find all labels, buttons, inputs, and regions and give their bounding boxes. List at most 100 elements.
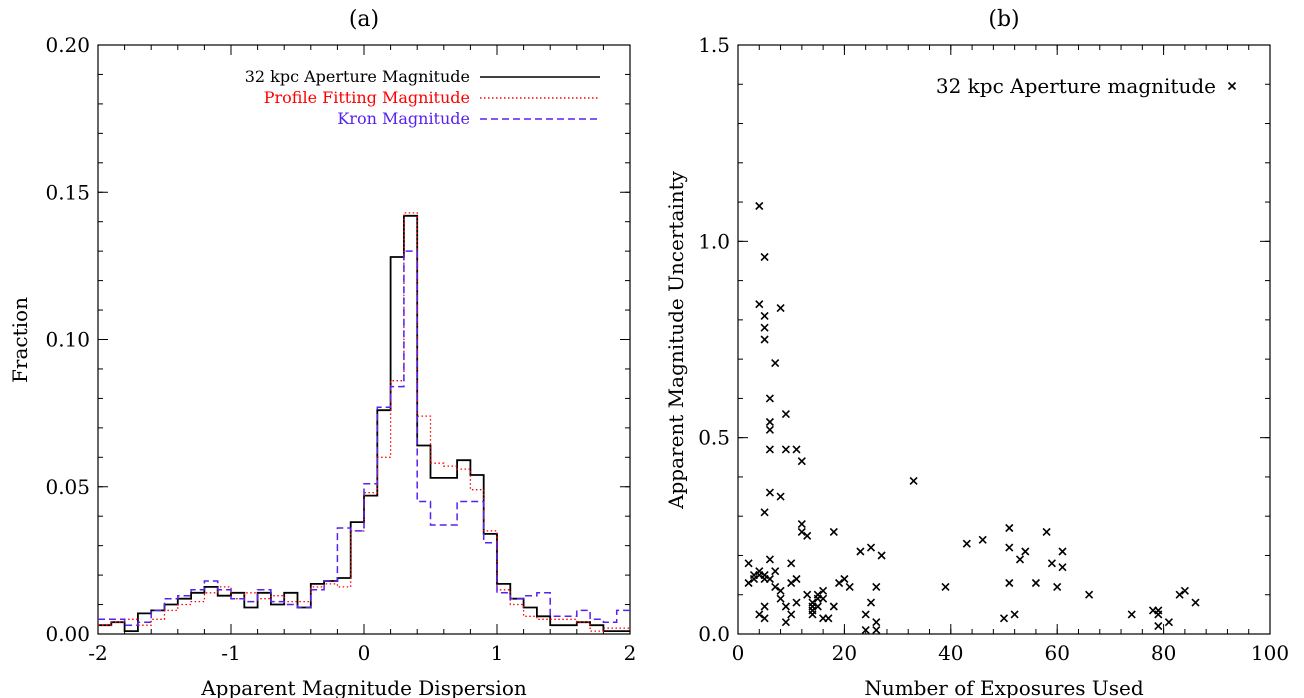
scatter-point-stroke	[1015, 555, 1025, 564]
scatter-point-stroke	[962, 539, 971, 548]
scatter-point-stroke	[771, 359, 780, 368]
scatter-point-stroke	[765, 417, 774, 427]
scatter-point	[760, 602, 769, 611]
scatter-point	[999, 614, 1009, 623]
scatter-point-stroke	[813, 590, 822, 599]
scatter-point-stroke	[835, 578, 844, 588]
scatter-point-stroke	[797, 457, 806, 466]
scatter-point	[760, 508, 769, 517]
scatter-point-stroke	[760, 614, 769, 623]
panel-b-y-tick-label: 1.0	[698, 229, 730, 253]
scatter-point-stroke	[829, 602, 838, 611]
scatter-point-stroke	[760, 252, 769, 262]
panel-a-x-tick-label: -2	[88, 641, 107, 665]
scatter-point	[829, 527, 838, 536]
scatter-point-stroke	[755, 567, 764, 576]
scatter-point	[765, 555, 774, 564]
scatter-point-stroke	[771, 582, 780, 591]
scatter-point-stroke	[755, 300, 764, 309]
scatter-point-stroke	[856, 547, 865, 556]
scatter-point-stroke	[872, 582, 881, 591]
panel-a-y-tick-label: 0.10	[45, 328, 90, 352]
panel-b-x-tick-label: 40	[938, 641, 963, 665]
scatter-point-stroke	[819, 594, 828, 603]
scatter-point	[1154, 622, 1163, 631]
scatter-point-stroke	[792, 598, 801, 607]
scatter-point-stroke	[861, 610, 870, 619]
series-aperture-step	[98, 214, 630, 632]
scatter-point-stroke	[941, 582, 950, 591]
scatter-point	[781, 410, 790, 419]
panel-a-y-tick-label: 0.20	[45, 33, 90, 57]
panel-b-xlabel: Number of Exposures Used	[864, 676, 1144, 698]
panel-b: (b) Number of Exposures Used Apparent Ma…	[664, 7, 1289, 698]
scatter-point-stroke	[877, 551, 886, 560]
panel-a-legend: 32 kpc Aperture Magnitude Profile Fittin…	[245, 67, 600, 128]
scatter-point	[803, 531, 812, 540]
scatter-point	[1058, 547, 1067, 556]
scatter-point	[755, 610, 764, 619]
legend-label-aperture-b: 32 kpc Aperture magnitude	[936, 74, 1216, 98]
scatter-point	[787, 578, 796, 588]
scatter-point-stroke	[765, 394, 774, 403]
scatter-point-stroke	[866, 598, 876, 607]
scatter-point-stroke	[760, 335, 769, 344]
scatter-point	[835, 578, 844, 588]
panel-a-x-tick-label: 1	[491, 641, 504, 665]
scatter-point	[1005, 543, 1014, 552]
panel-b-y-tick-label: 0.0	[698, 622, 730, 646]
panel-a-y-tick-label: 0.15	[45, 180, 90, 204]
scatter-point-stroke	[760, 571, 769, 580]
scatter-point	[771, 582, 780, 591]
scatter-point-stroke	[797, 520, 806, 529]
scatter-point-stroke	[765, 574, 774, 584]
series-profile-step	[98, 212, 630, 632]
panel-a-xlabel: Apparent Magnitude Dispersion	[200, 676, 527, 698]
scatter-point	[792, 598, 801, 607]
scatter-point-stroke	[787, 578, 796, 588]
scatter-point	[760, 311, 769, 320]
scatter-point	[792, 574, 801, 584]
legend-label-kron: Kron Magnitude	[337, 109, 470, 128]
scatter-point	[781, 602, 790, 611]
scatter-point-stroke	[978, 535, 987, 544]
scatter-point	[787, 559, 796, 568]
scatter-point-stroke	[765, 488, 774, 497]
scatter-point-stroke	[1085, 590, 1094, 599]
scatter-point-stroke	[787, 610, 796, 619]
scatter-point	[877, 551, 886, 560]
panel-b-x-tick-label: 80	[1151, 641, 1176, 665]
panel-a-ylabel: Fraction	[8, 297, 32, 383]
scatter-point-stroke	[1127, 610, 1136, 619]
panel-a-axes-frame	[97, 44, 631, 635]
panel-b-axes-frame	[737, 44, 1271, 635]
scatter-point-stroke	[755, 201, 764, 211]
scatter-point	[776, 594, 785, 603]
panel-b-plot-area: 0 20 40 60 80 100 0.0 0.5 1.0 1.5	[698, 33, 1289, 665]
scatter-point	[787, 610, 796, 619]
scatter-point	[744, 578, 753, 588]
scatter-point	[776, 586, 785, 595]
scatter-point-stroke	[760, 311, 769, 320]
scatter-point-stroke	[781, 618, 790, 627]
scatter-point	[813, 590, 822, 599]
panel-b-y-tick-label: 1.5	[698, 33, 730, 57]
panel-b-legend: 32 kpc Aperture magnitude	[936, 74, 1237, 98]
panel-a-title: (a)	[349, 7, 379, 32]
scatter-point-stroke	[1154, 622, 1163, 631]
scatter-point-stroke	[872, 626, 881, 635]
scatter-point-stroke	[760, 323, 769, 332]
scatter-point	[1005, 523, 1014, 533]
scatter-point	[760, 323, 769, 332]
scatter-point	[819, 594, 828, 603]
scatter-point	[1191, 598, 1200, 607]
scatter-point-stroke	[776, 594, 785, 603]
scatter-point	[808, 598, 817, 607]
scatter-point-stroke	[781, 410, 790, 419]
scatter-point	[792, 445, 801, 454]
scatter-point	[1180, 586, 1189, 595]
scatter-point	[1164, 618, 1173, 627]
scatter-point-stroke	[765, 555, 774, 564]
scatter-point-stroke	[1047, 559, 1056, 568]
scatter-point-stroke	[999, 614, 1009, 623]
